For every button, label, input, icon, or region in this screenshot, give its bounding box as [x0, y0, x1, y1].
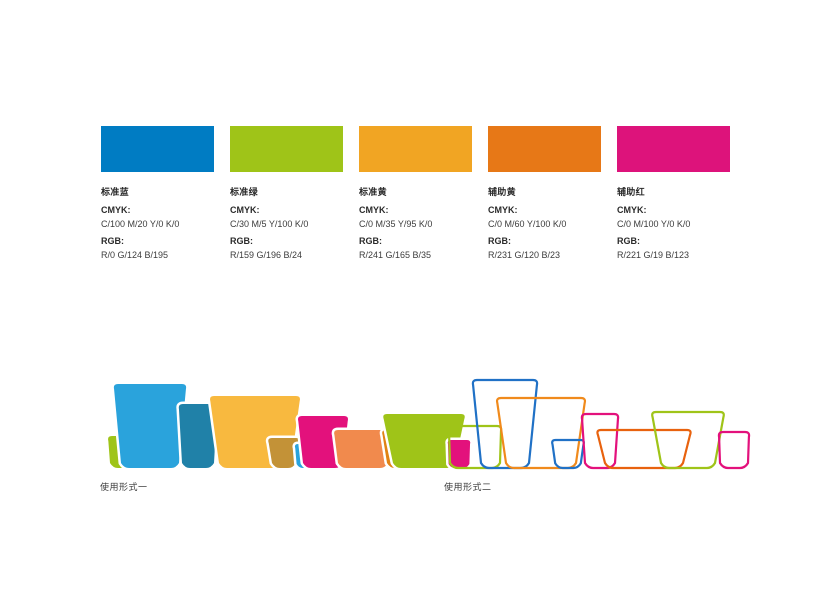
rgb-key-label: RGB:	[230, 236, 253, 246]
color-name-label: 标准黄	[359, 187, 387, 197]
rgb-value: R/231 G/120 B/23	[488, 250, 561, 260]
rgb-key-label: RGB:	[488, 236, 511, 246]
cup-shape-outline	[447, 424, 503, 470]
cup-shape	[383, 414, 465, 468]
color-palette-row: 标准蓝 CMYK: C/100 M/20 Y/0 K/0 RGB: R/0 G/124 …	[101, 126, 781, 266]
cmyk-key-label: CMYK:	[101, 205, 131, 215]
rgb-value: R/159 G/196 B/24	[230, 250, 303, 260]
rgb-key-label: RGB:	[101, 236, 124, 246]
cup-shape	[447, 440, 471, 468]
cmyk-value: C/0 M/100 Y/0 K/0	[617, 219, 691, 229]
rgb-key-label: RGB:	[617, 236, 640, 246]
cup-shape	[334, 430, 392, 468]
color-swatch-block: 辅助红 CMYK: C/0 M/100 Y/0 K/0 RGB: R/221 G/19 …	[617, 126, 730, 260]
cmyk-value: C/0 M/35 Y/95 K/0	[359, 219, 433, 229]
cmyk-value: C/30 M/5 Y/100 K/0	[230, 219, 309, 229]
color-name-label: 标准绿	[230, 187, 258, 197]
cup-shape-outline	[717, 430, 751, 470]
cup-shape-outline	[495, 396, 587, 470]
color-name-label: 标准蓝	[101, 187, 129, 197]
color-swatch-block: 标准绿 CMYK: C/30 M/5 Y/100 K/0 RGB: R/159 G/19…	[230, 126, 343, 260]
color-swatch-block: 标准蓝 CMYK: C/100 M/20 Y/0 K/0 RGB: R/0 G/124 …	[101, 126, 214, 260]
cup-shape	[178, 404, 218, 468]
color-name-label: 辅助红	[617, 187, 645, 197]
cup-shape	[268, 438, 300, 468]
cup-group-outline	[447, 378, 751, 470]
rgb-value: R/241 G/165 B/35	[359, 250, 432, 260]
rgb-value: R/221 G/19 B/123	[617, 250, 690, 260]
color-chip	[488, 126, 601, 172]
cmyk-key-label: CMYK:	[359, 205, 389, 215]
cmyk-key-label: CMYK:	[617, 205, 647, 215]
color-chip	[617, 126, 730, 172]
cmyk-key-label: CMYK:	[488, 205, 518, 215]
color-name-label: 辅助黄	[488, 187, 516, 197]
rgb-key-label: RGB:	[359, 236, 382, 246]
cmyk-key-label: CMYK:	[230, 205, 260, 215]
illustration-usage-form-two	[444, 372, 756, 477]
cup-shape	[113, 384, 187, 468]
color-chip	[230, 126, 343, 172]
color-swatch-block: 辅助黄 CMYK: C/0 M/60 Y/100 K/0 RGB: R/231 G/12…	[488, 126, 601, 260]
caption-usage-form-one: 使用形式一	[100, 482, 148, 492]
cup-shape-outline	[580, 412, 620, 470]
caption-usage-form-two: 使用形式二	[444, 482, 492, 492]
cup-shape-outline	[651, 410, 725, 470]
cmyk-value: C/100 M/20 Y/0 K/0	[101, 219, 180, 229]
rgb-value: R/0 G/124 B/195	[101, 250, 169, 260]
illustration-usage-form-one	[100, 372, 477, 477]
color-chip	[101, 126, 214, 172]
cmyk-value: C/0 M/60 Y/100 K/0	[488, 219, 567, 229]
color-chip	[359, 126, 472, 172]
color-swatch-block: 标准黄 CMYK: C/0 M/35 Y/95 K/0 RGB: R/241 G/165…	[359, 126, 472, 260]
cup-group-filled	[105, 381, 473, 471]
cup-shape-outline	[596, 428, 692, 470]
